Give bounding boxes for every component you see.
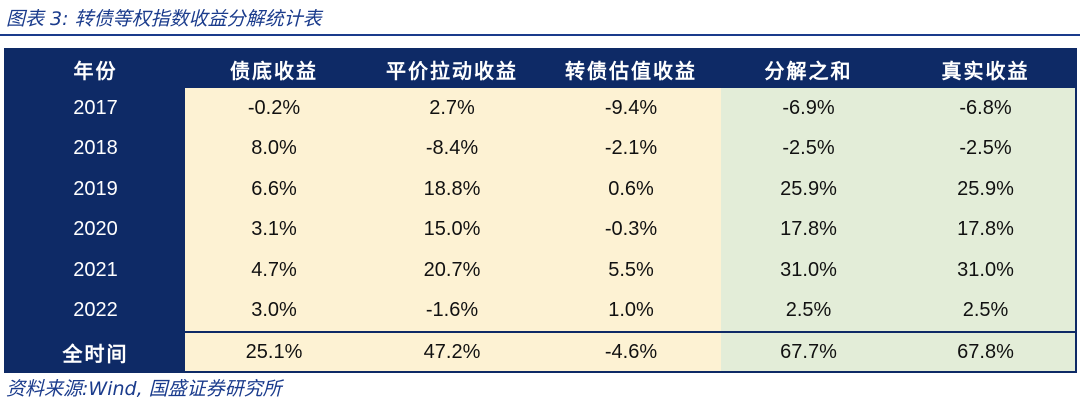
cell-sum: 2.5% — [721, 290, 896, 332]
cell-sum: 25.9% — [721, 169, 896, 210]
cell-valuation: 5.5% — [541, 250, 721, 291]
cell-sum: -6.9% — [721, 88, 896, 129]
cell-bond-floor: 4.7% — [185, 250, 363, 291]
cell-actual: 25.9% — [896, 169, 1076, 210]
cell-parity: -1.6% — [363, 290, 541, 332]
cell-year: 2022 — [5, 290, 185, 332]
cell-year: 2021 — [5, 250, 185, 291]
cell-bond-floor: 3.0% — [185, 290, 363, 332]
cell-parity: 15.0% — [363, 209, 541, 250]
cell-bond-floor: 6.6% — [185, 169, 363, 210]
cell-year: 2020 — [5, 209, 185, 250]
cell-bond-floor: -0.2% — [185, 88, 363, 129]
cell-valuation: 0.6% — [541, 169, 721, 210]
cell-parity: -8.4% — [363, 128, 541, 169]
table-row: 2018 8.0% -8.4% -2.1% -2.5% -2.5% — [5, 128, 1076, 169]
table-row: 2019 6.6% 18.8% 0.6% 25.9% 25.9% — [5, 169, 1076, 210]
cell-total-actual: 67.8% — [896, 331, 1076, 372]
cell-parity: 2.7% — [363, 88, 541, 129]
cell-valuation: -2.1% — [541, 128, 721, 169]
returns-decomposition-table: 年份 债底收益 平价拉动收益 转债估值收益 分解之和 真实收益 2017 -0.… — [4, 48, 1077, 373]
caption-divider — [0, 34, 1080, 36]
table-row: 2021 4.7% 20.7% 5.5% 31.0% 31.0% — [5, 250, 1076, 291]
cell-total-sum: 67.7% — [721, 331, 896, 372]
header-decomposition-sum: 分解之和 — [721, 49, 896, 88]
cell-total-valuation: -4.6% — [541, 331, 721, 372]
total-row: 全时间 25.1% 47.2% -4.6% 67.7% 67.8% — [5, 331, 1076, 372]
cell-year: 2017 — [5, 88, 185, 129]
header-row: 年份 债底收益 平价拉动收益 转债估值收益 分解之和 真实收益 — [5, 49, 1076, 88]
cell-total-bond-floor: 25.1% — [185, 331, 363, 372]
cell-year: 2019 — [5, 169, 185, 210]
cell-actual: 17.8% — [896, 209, 1076, 250]
cell-bond-floor: 3.1% — [185, 209, 363, 250]
cell-bond-floor: 8.0% — [185, 128, 363, 169]
table-row: 2017 -0.2% 2.7% -9.4% -6.9% -6.8% — [5, 88, 1076, 129]
table-caption: 图表 3: 转债等权指数收益分解统计表 — [6, 8, 322, 30]
cell-sum: 17.8% — [721, 209, 896, 250]
header-valuation-return: 转债估值收益 — [541, 49, 721, 88]
header-actual-return: 真实收益 — [896, 49, 1076, 88]
source-note: 资料来源:Wind, 国盛证券研究所 — [6, 378, 282, 400]
cell-sum: 31.0% — [721, 250, 896, 291]
header-year: 年份 — [5, 49, 185, 88]
header-parity-return: 平价拉动收益 — [363, 49, 541, 88]
cell-actual: 31.0% — [896, 250, 1076, 291]
cell-valuation: 1.0% — [541, 290, 721, 332]
cell-year: 2018 — [5, 128, 185, 169]
cell-actual: -2.5% — [896, 128, 1076, 169]
cell-total-label: 全时间 — [5, 331, 185, 372]
header-bond-floor-return: 债底收益 — [185, 49, 363, 88]
table-row: 2022 3.0% -1.6% 1.0% 2.5% 2.5% — [5, 290, 1076, 332]
cell-parity: 20.7% — [363, 250, 541, 291]
cell-parity: 18.8% — [363, 169, 541, 210]
cell-valuation: -0.3% — [541, 209, 721, 250]
cell-actual: -6.8% — [896, 88, 1076, 129]
cell-actual: 2.5% — [896, 290, 1076, 332]
table-row: 2020 3.1% 15.0% -0.3% 17.8% 17.8% — [5, 209, 1076, 250]
cell-valuation: -9.4% — [541, 88, 721, 129]
cell-total-parity: 47.2% — [363, 331, 541, 372]
cell-sum: -2.5% — [721, 128, 896, 169]
